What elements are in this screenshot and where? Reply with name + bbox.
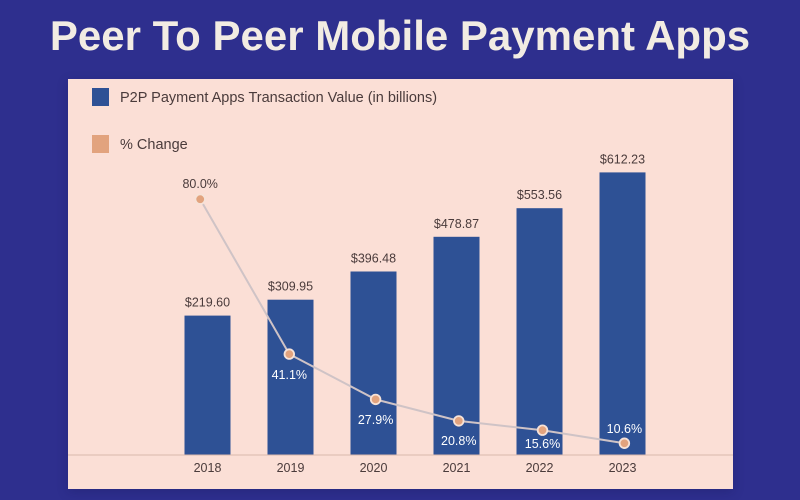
svg-text:2023: 2023 (609, 461, 637, 475)
svg-text:P2P Payment Apps Transaction V: P2P Payment Apps Transaction Value (in b… (120, 90, 437, 106)
svg-text:$396.48: $396.48 (351, 252, 396, 266)
svg-text:% Change: % Change (120, 137, 188, 153)
svg-text:$553.56: $553.56 (517, 188, 562, 202)
svg-text:41.1%: 41.1% (272, 368, 307, 382)
svg-text:15.6%: 15.6% (525, 437, 560, 451)
svg-text:2021: 2021 (443, 461, 471, 475)
svg-text:10.6%: 10.6% (607, 422, 642, 436)
svg-text:27.9%: 27.9% (358, 413, 393, 427)
svg-text:2018: 2018 (194, 461, 222, 475)
svg-text:2022: 2022 (526, 461, 554, 475)
svg-text:$478.87: $478.87 (434, 217, 479, 231)
svg-text:2019: 2019 (277, 461, 305, 475)
svg-text:$219.60: $219.60 (185, 296, 230, 310)
svg-text:2020: 2020 (360, 461, 388, 475)
svg-text:$612.23: $612.23 (600, 152, 645, 166)
svg-text:20.8%: 20.8% (441, 434, 476, 448)
svg-text:80.0%: 80.0% (182, 177, 217, 191)
svg-text:$309.95: $309.95 (268, 280, 313, 294)
